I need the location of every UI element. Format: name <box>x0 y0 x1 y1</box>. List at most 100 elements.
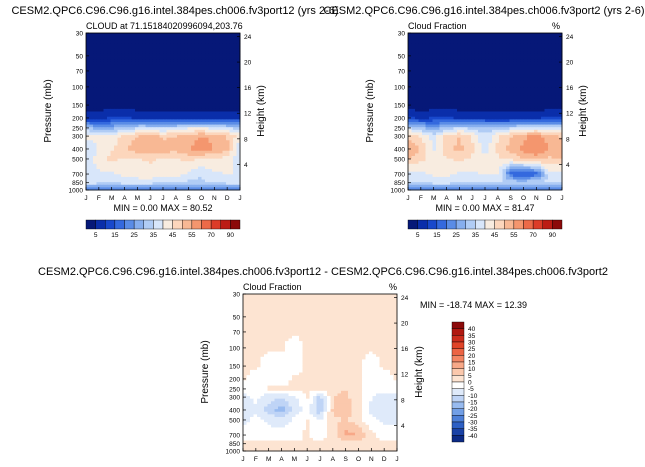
heatmap-cell <box>229 61 234 65</box>
heatmap-cell <box>89 38 94 42</box>
heatmap-cell <box>422 46 426 50</box>
heatmap-cell <box>446 137 451 141</box>
heatmap-cell <box>551 77 556 81</box>
heatmap-cell <box>541 80 545 84</box>
heatmap-cell <box>541 95 545 99</box>
heatmap-cell <box>527 51 531 55</box>
heatmap-cell <box>205 40 209 44</box>
heatmap-cell <box>128 124 132 128</box>
heatmap-cell <box>184 135 188 139</box>
heatmap-cell <box>96 77 101 81</box>
heatmap-cell <box>485 124 489 128</box>
heatmap-cell <box>110 64 115 68</box>
heatmap-cell <box>107 43 111 47</box>
heatmap-cell <box>408 127 412 131</box>
heatmap-cell <box>187 111 192 115</box>
heatmap-cell <box>163 135 167 139</box>
heatmap-cell <box>537 155 542 159</box>
heatmap-cell <box>110 95 115 99</box>
heatmap-cell <box>124 119 129 123</box>
heatmap-cell <box>156 153 160 157</box>
heatmap-cell <box>229 176 234 180</box>
heatmap-cell <box>145 48 150 52</box>
heatmap-cell <box>103 127 108 131</box>
heatmap-cell <box>408 155 412 159</box>
heatmap-cell <box>212 179 216 183</box>
heatmap-cell <box>103 161 108 165</box>
heatmap-cell <box>485 158 489 162</box>
heatmap-cell <box>187 142 192 146</box>
heatmap-cell <box>159 98 164 102</box>
heatmap-cell <box>502 35 507 39</box>
heatmap-cell <box>520 43 524 47</box>
heatmap-cell <box>411 80 416 84</box>
heatmap-cell <box>219 35 223 39</box>
heatmap-cell <box>418 158 423 162</box>
heatmap-cell <box>467 67 472 71</box>
heatmap-cell <box>117 103 122 107</box>
heatmap-cell <box>226 158 230 162</box>
heatmap-cell <box>520 59 524 63</box>
heatmap-cell <box>212 140 216 144</box>
heatmap-cell <box>93 90 97 94</box>
heatmap-cell <box>156 64 160 68</box>
heatmap-cell <box>523 145 528 149</box>
heatmap-cell <box>163 101 167 105</box>
heatmap-cell <box>194 106 199 110</box>
heatmap-cell <box>163 80 167 84</box>
heatmap-cell <box>551 33 556 37</box>
heatmap-cell <box>128 106 132 110</box>
heatmap-cell <box>135 59 139 63</box>
heatmap-cell <box>436 40 440 44</box>
heatmap-cell <box>222 46 227 50</box>
heatmap-cell <box>166 108 171 112</box>
heatmap-cell <box>135 135 139 139</box>
heatmap-cell <box>432 48 437 52</box>
heatmap-cell <box>474 127 479 131</box>
heatmap-cell <box>96 85 101 89</box>
heatmap-cell <box>548 140 552 144</box>
heatmap-cell <box>478 121 482 125</box>
heatmap-cell <box>471 142 475 146</box>
heatmap-cell <box>128 135 132 139</box>
heatmap-cell <box>492 106 496 110</box>
heatmap-cell <box>492 38 496 42</box>
heatmap-cell <box>432 69 437 73</box>
heatmap-cell <box>96 161 101 165</box>
heatmap-cell <box>86 82 90 86</box>
heatmap-cell <box>100 124 104 128</box>
heatmap-cell <box>100 43 104 47</box>
heatmap-cell <box>222 93 227 97</box>
heatmap-cell <box>544 80 549 84</box>
heatmap-cell <box>467 43 472 47</box>
heatmap-cell <box>523 90 528 94</box>
heatmap-cell <box>485 135 489 139</box>
heatmap-cell <box>170 171 174 175</box>
heatmap-cell <box>138 169 143 173</box>
heatmap-cell <box>488 95 493 99</box>
heatmap-cell <box>131 103 136 107</box>
heatmap-cell <box>184 101 188 105</box>
heatmap-cell <box>180 35 185 39</box>
heatmap-cell <box>135 87 139 91</box>
heatmap-cell <box>527 90 531 94</box>
heatmap-cell <box>495 48 500 52</box>
heatmap-cell <box>159 116 164 120</box>
heatmap-cell <box>107 64 111 68</box>
heatmap-cell <box>110 132 115 136</box>
heatmap-cell <box>481 46 486 50</box>
heatmap-cell <box>229 135 234 139</box>
heatmap-cell <box>544 69 549 73</box>
heatmap-cell <box>131 56 136 60</box>
heatmap-cell <box>471 108 475 112</box>
heatmap-cell <box>516 111 521 115</box>
heatmap-cell <box>425 67 430 71</box>
heatmap-cell <box>530 82 535 86</box>
heatmap-cell <box>198 119 202 123</box>
heatmap-cell <box>544 161 549 165</box>
heatmap-cell <box>124 182 129 186</box>
heatmap-cell <box>194 74 199 78</box>
heatmap-cell <box>446 43 451 47</box>
heatmap-cell <box>152 98 157 102</box>
colorbar-label: 70 <box>208 232 216 239</box>
